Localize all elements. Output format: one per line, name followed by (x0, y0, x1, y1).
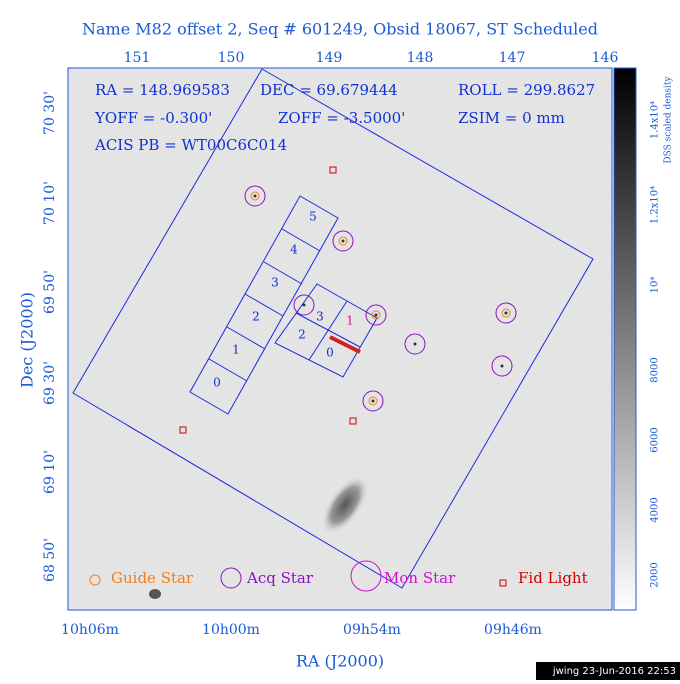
top-tick-label: 150 (218, 50, 245, 66)
left-tick-label: 69 50' (42, 270, 58, 314)
info-text: RA = 148.969583 (95, 81, 230, 99)
legend-label: Mon Star (384, 569, 456, 587)
colorbar (613, 67, 637, 611)
galaxy-m81 (321, 475, 369, 535)
acq-star (293, 294, 315, 316)
star (413, 342, 417, 346)
left-tick-label: 70 30' (42, 91, 58, 135)
left-tick-label: 69 30' (42, 361, 58, 405)
colorbar-title: DSS scaled density (664, 75, 674, 163)
galaxy-m82 (329, 335, 361, 354)
legend-guide-icon (89, 574, 101, 586)
colorbar-label: 4000 (650, 497, 661, 522)
fid-light (349, 417, 357, 425)
fid-light (499, 579, 507, 587)
chip-label: 2 (298, 328, 306, 342)
chip-label: 5 (309, 210, 317, 224)
info-text: ACIS PB = WT00C6C014 (94, 136, 287, 154)
acq-star (495, 302, 517, 324)
top-tick-label: 151 (124, 50, 151, 66)
info-text: ZOFF = -3.5000' (278, 109, 405, 127)
star (302, 303, 306, 307)
colorbar-label: 10⁴ (650, 277, 661, 294)
acq-star (332, 230, 354, 252)
info-text: ZSIM = 0 mm (458, 109, 565, 127)
colorbar-label: 1.2x10⁴ (650, 186, 661, 224)
acq-star (365, 304, 387, 326)
left-tick-label: 69 10' (42, 450, 58, 494)
top-tick-label: 146 (592, 50, 619, 66)
colorbar-label: 1.4x10⁴ (650, 101, 661, 139)
info-text: YOFF = -0.300' (94, 109, 212, 127)
bottom-tick-label: 09h54m (343, 622, 401, 638)
guide-star (368, 396, 378, 406)
fid-light (329, 166, 337, 174)
guide-star (371, 310, 381, 320)
fid-light (179, 426, 187, 434)
bottom-tick-label: 09h46m (484, 622, 542, 638)
chip-label: 0 (326, 346, 334, 360)
chip-label: 3 (271, 276, 279, 290)
footer: jwing 23-Jun-2016 22:53 (552, 666, 676, 677)
top-tick-label: 148 (407, 50, 434, 66)
acq-star (244, 185, 266, 207)
guide-star (250, 191, 260, 201)
guide-star (338, 236, 348, 246)
fov (72, 68, 594, 589)
info-text: DEC = 69.679444 (260, 81, 398, 99)
star (253, 194, 257, 198)
left-tick-label: 70 10' (42, 181, 58, 225)
star (374, 313, 378, 317)
star (341, 239, 345, 243)
star (149, 589, 161, 599)
bottom-tick-label: 10h00m (202, 622, 260, 638)
chip-label: 1 (232, 343, 240, 357)
chip-label: 3 (316, 310, 324, 324)
left-tick-label: 68 50' (42, 538, 58, 582)
title: Name M82 offset 2, Seq # 601249, Obsid 1… (82, 20, 598, 39)
x-axis-title: RA (J2000) (296, 652, 384, 671)
star (500, 364, 504, 368)
chip-label: 4 (290, 243, 298, 257)
chip-label: 2 (252, 310, 260, 324)
colorbar-label: 8000 (650, 357, 661, 382)
top-tick-label: 149 (316, 50, 343, 66)
legend-label: Guide Star (111, 569, 194, 587)
legend-acq-icon (220, 567, 242, 589)
chip-label: 0 (213, 376, 221, 390)
legend-label: Fid Light (518, 569, 588, 587)
acq-star (404, 333, 426, 355)
legend-mon-icon (350, 560, 382, 592)
y-axis-title: Dec (J2000) (18, 292, 37, 388)
acq-star (491, 355, 513, 377)
legend-label: Acq Star (246, 569, 314, 587)
guide-star (501, 308, 511, 318)
star (371, 399, 375, 403)
colorbar-label: 6000 (650, 427, 661, 452)
footer-bg (536, 662, 680, 680)
colorbar-label: 2000 (650, 562, 661, 587)
chip-label: 1 (346, 314, 354, 328)
star (504, 311, 508, 315)
top-tick-label: 147 (499, 50, 526, 66)
acq-star (362, 390, 384, 412)
info-text: ROLL = 299.8627 (458, 81, 595, 99)
bottom-tick-label: 10h06m (61, 622, 119, 638)
